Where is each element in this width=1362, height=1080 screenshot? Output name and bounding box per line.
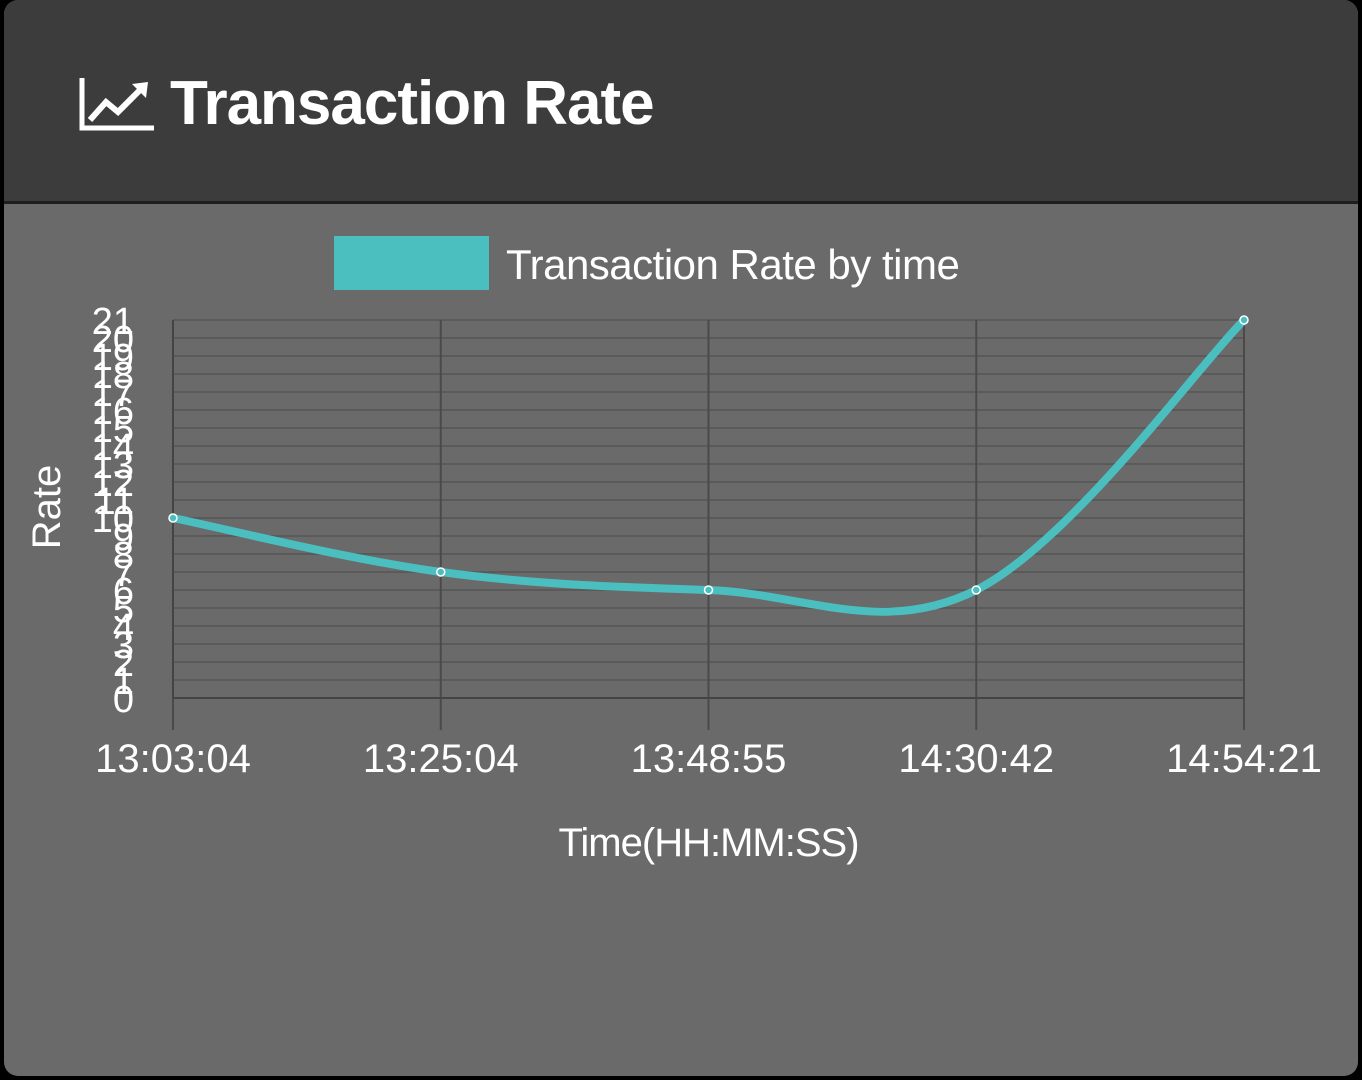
panel-title: Transaction Rate	[170, 69, 655, 138]
data-point	[436, 567, 446, 577]
y-tick-label: 1	[113, 661, 134, 703]
y-tick-label: 10	[92, 499, 134, 541]
y-tick-label: 21	[92, 301, 134, 343]
y-tick-label: 15	[92, 409, 134, 451]
y-tick-label: 14	[92, 427, 134, 469]
data-point	[703, 585, 714, 595]
chart-series	[168, 315, 1249, 616]
data-point	[168, 513, 178, 523]
y-tick-label: 3	[113, 625, 134, 667]
y-tick-label: 8	[113, 535, 134, 577]
transaction-rate-panel: Transaction Rate 0 1 2 3 4 5 6 7 8 9 10 11 12 13 14 15 1…	[4, 0, 1358, 1076]
x-tick-label: 13:03:04	[95, 737, 251, 781]
y-tick-label: 5	[113, 589, 134, 631]
data-point	[1239, 315, 1249, 325]
y-tick-label: 0	[113, 679, 134, 721]
x-axis-title: Time(HH:MM:SS)	[558, 821, 858, 865]
chart-grid	[172, 319, 1245, 730]
x-tick-label: 14:54:21	[1166, 737, 1322, 781]
x-tick-label: 14:30:42	[898, 737, 1054, 781]
series-line	[169, 316, 1248, 616]
chart-legend: Transaction Rate by time	[334, 236, 960, 290]
y-tick-label: 13	[92, 445, 134, 487]
y-tick-label: 4	[113, 607, 134, 649]
y-tick-label: 6	[113, 571, 134, 613]
chart-axes: 012345678910111213141516171819202113:03:…	[25, 301, 1322, 865]
x-tick-label: 13:48:55	[631, 737, 787, 781]
x-tick-label: 13:25:04	[363, 737, 519, 781]
data-point	[971, 585, 981, 595]
line-chart-icon	[79, 78, 154, 131]
y-tick-label: 19	[92, 337, 134, 379]
y-tick-label: 20	[92, 319, 134, 361]
y-tick-label: 11	[95, 481, 134, 523]
y-tick-label: 7	[113, 553, 134, 595]
y-tick-label: 9	[113, 517, 134, 559]
y-axis-title: Rate	[25, 465, 69, 550]
legend-swatch	[334, 236, 489, 290]
y-tick-label: 12	[92, 463, 134, 505]
y-tick-label: 16	[92, 391, 134, 433]
legend-label: Transaction Rate by time	[506, 241, 959, 288]
panel-header: Transaction Rate	[4, 0, 1358, 204]
transaction-rate-chart: 012345678910111213141516171819202113:03:…	[25, 236, 1322, 865]
y-tick-label: 2	[113, 643, 134, 685]
y-tick-label: 17	[92, 373, 134, 415]
y-tick-label: 18	[92, 355, 134, 397]
